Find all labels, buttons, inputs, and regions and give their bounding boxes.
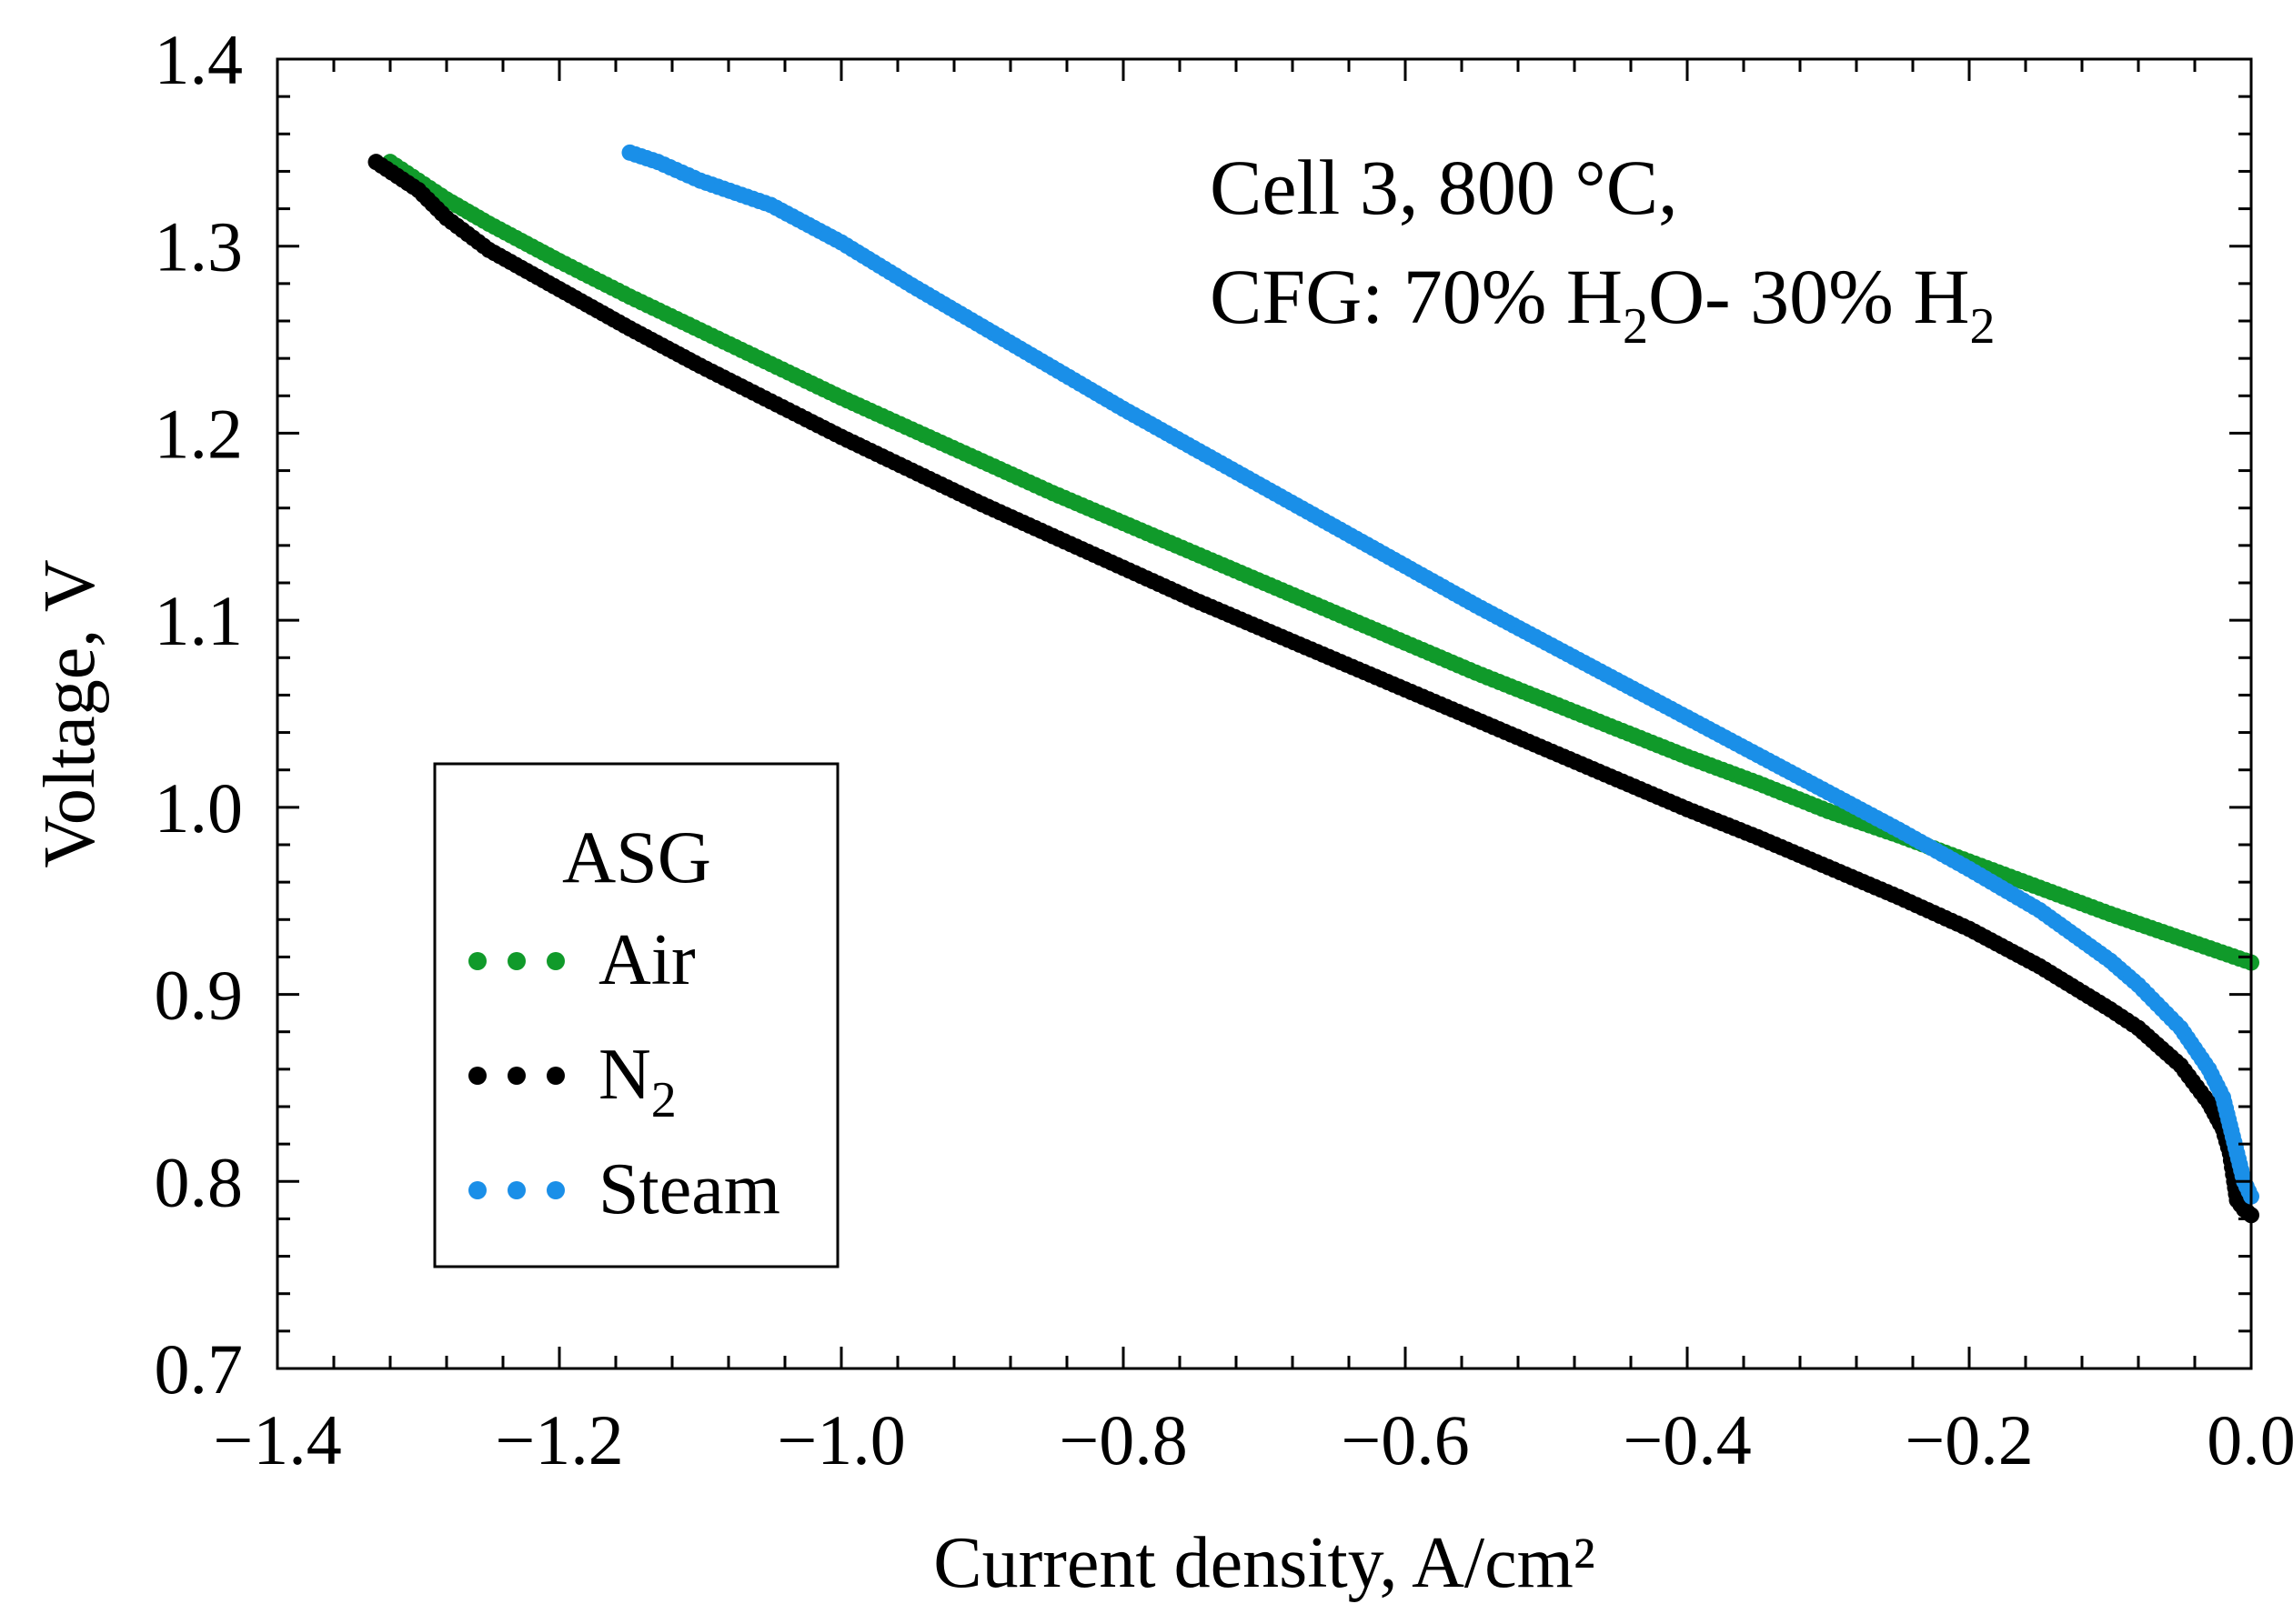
y-axis-ticks: 0.7 0.8 0.9 1.0 1.1 1.2 1.3 1.4 (155, 20, 2251, 1408)
plot-frame (276, 57, 2253, 1370)
legend-marker-dot (508, 1067, 526, 1085)
data-point (621, 144, 639, 161)
annotation-line-2-mid: O- 30% H (1648, 253, 1970, 340)
legend-label-steam: Steam (598, 1149, 780, 1229)
annotation-line-2-prefix: CFG: 70% H (1210, 253, 1623, 340)
y-tick-label: 0.8 (155, 1142, 244, 1221)
annotation: Cell 3, 800 °C, CFG: 70% H2O- 30% H2 (1210, 144, 1995, 355)
legend-marker-dot (547, 1181, 565, 1199)
legend-marker-n2 (468, 1067, 565, 1085)
y-tick-label: 0.9 (155, 956, 244, 1035)
x-tick-label: −0.2 (1905, 1400, 2034, 1479)
series-n2 (367, 154, 2259, 1224)
legend-marker-dot (468, 1067, 487, 1085)
y-tick-label: 1.2 (155, 394, 244, 473)
y-tick-label: 0.7 (155, 1329, 244, 1408)
annotation-subscript-b: 2 (1969, 298, 1995, 355)
y-tick-label: 1.3 (155, 207, 244, 286)
data-point (367, 154, 385, 171)
legend-label-n2-text: N (598, 1035, 651, 1115)
x-tick-label: 0.0 (2207, 1400, 2293, 1479)
x-tick-label: −1.2 (495, 1400, 624, 1479)
x-tick-label: −0.8 (1059, 1400, 1188, 1479)
legend-marker-air (468, 952, 565, 970)
x-axis-ticks: −1.4 −1.2 −1.0 −0.8 −0.6 −0.4 −0.2 0.0 (213, 59, 2293, 1479)
x-axis-title: Current density, A/cm² (933, 1523, 1595, 1603)
annotation-line-1: Cell 3, 800 °C, (1210, 144, 1678, 231)
legend-title: ASG (562, 816, 711, 898)
x-tick-label: −0.6 (1341, 1400, 1470, 1479)
legend-marker-dot (547, 1067, 565, 1085)
annotation-line-2: CFG: 70% H2O- 30% H2 (1210, 253, 1995, 355)
legend-marker-dot (508, 1181, 526, 1199)
y-axis-title: Voltage, V (30, 559, 110, 867)
legend-marker-dot (547, 952, 565, 970)
legend-box (433, 762, 840, 1268)
legend-marker-dot (468, 952, 487, 970)
y-tick-label: 1.0 (155, 768, 244, 847)
x-tick-label: −1.4 (213, 1400, 342, 1479)
series-steam (621, 144, 2259, 1205)
series-air (382, 154, 2259, 971)
legend-marker-dot (508, 952, 526, 970)
x-tick-label: −0.4 (1623, 1400, 1752, 1479)
legend-label-air: Air (598, 920, 696, 1000)
x-tick-label: −1.0 (777, 1400, 906, 1479)
y-tick-label: 1.1 (155, 581, 244, 660)
legend-marker-steam (468, 1181, 565, 1199)
legend-label-n2: N2 (598, 1035, 677, 1128)
legend-label-n2-subscript: 2 (651, 1072, 677, 1128)
legend: ASG Air N2 Steam (433, 762, 840, 1268)
series-layer (367, 144, 2259, 1224)
legend-marker-dot (468, 1181, 487, 1199)
annotation-subscript-a: 2 (1623, 298, 1648, 355)
y-tick-label: 1.4 (155, 20, 244, 99)
